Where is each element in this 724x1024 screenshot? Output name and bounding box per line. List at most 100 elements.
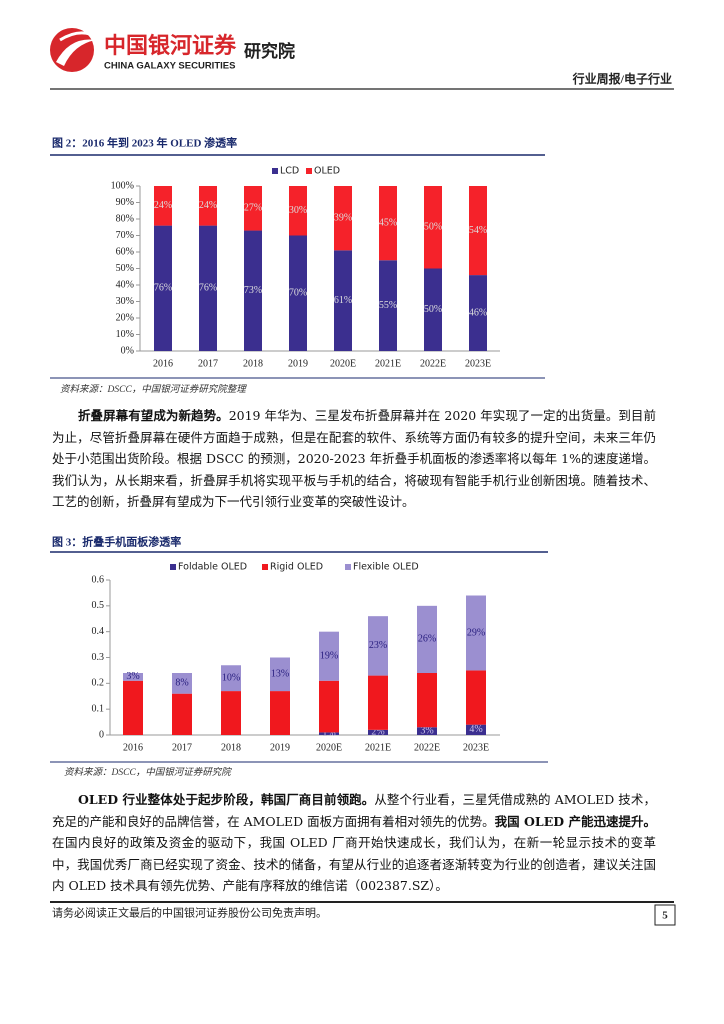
body-text: 在国内良好的政策及资金的驱动下，我国 OLED 厂商开始快速成长，我们认为，在新…	[52, 835, 656, 893]
page-number: 5	[662, 910, 668, 922]
bar-segment	[221, 691, 241, 735]
y-tick-label: 90%	[116, 197, 134, 208]
paragraph: 折叠屏幕有望成为新趋势。2019 年华为、三星发布折叠屏幕并在 2020 年实现…	[52, 405, 656, 513]
x-tick-label: 2018	[243, 358, 263, 369]
data-label: 4%	[469, 724, 482, 735]
data-label: 70%	[289, 288, 307, 299]
data-label: 13%	[271, 669, 289, 680]
x-tick-label: 2021E	[375, 358, 401, 369]
x-tick-label: 2017	[198, 358, 218, 369]
bar-segment	[270, 691, 290, 735]
bar-segment	[466, 670, 486, 725]
figure-source: 资料来源：DSCC，中国银河证券研究院整理	[60, 383, 247, 395]
bar-segment	[270, 657, 290, 692]
logo-swoosh	[56, 39, 96, 66]
y-tick-label: 0	[99, 729, 104, 740]
x-tick-label: 2022E	[414, 742, 440, 753]
x-tick-label: 2019	[270, 742, 290, 753]
bar-segment	[469, 186, 487, 276]
bar-segment	[244, 186, 262, 231]
data-label: 50%	[424, 222, 442, 233]
bar-segment	[123, 680, 143, 735]
legend-label: LCD	[280, 166, 299, 177]
y-tick-label: 40%	[116, 279, 134, 290]
x-tick-label: 2018	[221, 742, 241, 753]
x-tick-label: 2023E	[465, 358, 491, 369]
data-label: 61%	[334, 295, 352, 306]
data-label: 76%	[154, 283, 172, 294]
y-tick-label: 0.1	[92, 703, 105, 714]
bar-segment	[368, 675, 388, 730]
y-tick-label: 30%	[116, 296, 134, 307]
bar-segment	[244, 230, 262, 351]
bar-segment	[154, 225, 172, 351]
bar-segment	[172, 673, 192, 694]
x-tick-label: 2016	[153, 358, 173, 369]
legend-swatch	[345, 564, 351, 570]
legend-swatch	[170, 564, 176, 570]
bar-segment	[319, 680, 339, 733]
bar-segment	[172, 693, 192, 735]
x-tick-label: 2019	[288, 358, 308, 369]
data-label: 76%	[199, 283, 217, 294]
bar-segment	[368, 729, 388, 735]
bar-segment	[466, 724, 486, 735]
y-tick-label: 80%	[116, 213, 134, 224]
legend-swatch	[272, 168, 278, 174]
legend-label: OLED	[314, 166, 340, 177]
bar-segment	[319, 732, 339, 735]
bar-segment	[417, 673, 437, 728]
bar-segment	[123, 673, 143, 681]
x-tick-label: 2020E	[316, 742, 342, 753]
data-label: 10%	[222, 672, 240, 683]
y-tick-label: 20%	[116, 312, 134, 323]
figure-caption: 图 3：折叠手机面板渗透率	[52, 535, 181, 549]
brand-en: CHINA GALAXY SECURITIES	[104, 61, 235, 72]
disclaimer: 请务必阅读正文最后的中国银河证券股份公司免责声明。	[52, 906, 327, 920]
body-text: 2019 年华为、三星发布折叠屏幕并在 2020 年实现了一定的出货量。到目前为…	[52, 408, 656, 509]
bar-segment	[466, 595, 486, 671]
data-label: 55%	[379, 300, 397, 311]
data-label: 24%	[199, 200, 217, 211]
data-label: 73%	[244, 285, 262, 296]
legend-label: Flexible OLED	[353, 562, 419, 573]
bar-segment	[199, 225, 217, 351]
bar-segment	[368, 616, 388, 676]
logo	[50, 28, 96, 72]
bar-segment	[289, 186, 307, 236]
x-tick-label: 2020E	[330, 358, 356, 369]
data-label: 45%	[379, 217, 397, 228]
data-label: 29%	[467, 627, 485, 638]
bar-segment	[424, 186, 442, 269]
y-tick-label: 0.6	[92, 574, 105, 585]
x-tick-label: 2023E	[463, 742, 489, 753]
bar-segment	[334, 250, 352, 351]
y-tick-label: 60%	[116, 246, 134, 257]
data-label: 26%	[418, 634, 436, 645]
bar-segment	[154, 186, 172, 226]
institute: 研究院	[244, 41, 295, 62]
data-label: 39%	[334, 212, 352, 223]
data-label: 23%	[369, 640, 387, 651]
data-label: 24%	[154, 200, 172, 211]
x-tick-label: 2022E	[420, 358, 446, 369]
bar-segment	[417, 605, 437, 673]
bar-segment	[334, 186, 352, 251]
logo-swoosh	[59, 31, 91, 42]
bar-segment	[199, 186, 217, 226]
x-tick-label: 2017	[172, 742, 192, 753]
legend-swatch	[262, 564, 268, 570]
data-label: 2%	[371, 727, 384, 738]
figure-caption: 图 2：2016 年到 2023 年 OLED 渗透率	[52, 136, 237, 150]
bar-segment	[417, 727, 437, 735]
data-label: 19%	[320, 651, 338, 662]
y-tick-label: 10%	[116, 329, 134, 340]
data-label: 3%	[126, 671, 139, 682]
data-label: 46%	[469, 307, 487, 318]
x-tick-label: 2016	[123, 742, 143, 753]
bar-segment	[319, 631, 339, 681]
data-label: 27%	[244, 203, 262, 214]
paragraph: OLED 行业整体处于起步阶段，韩国厂商目前领跑。从整个行业看，三星凭借成熟的 …	[52, 789, 656, 897]
